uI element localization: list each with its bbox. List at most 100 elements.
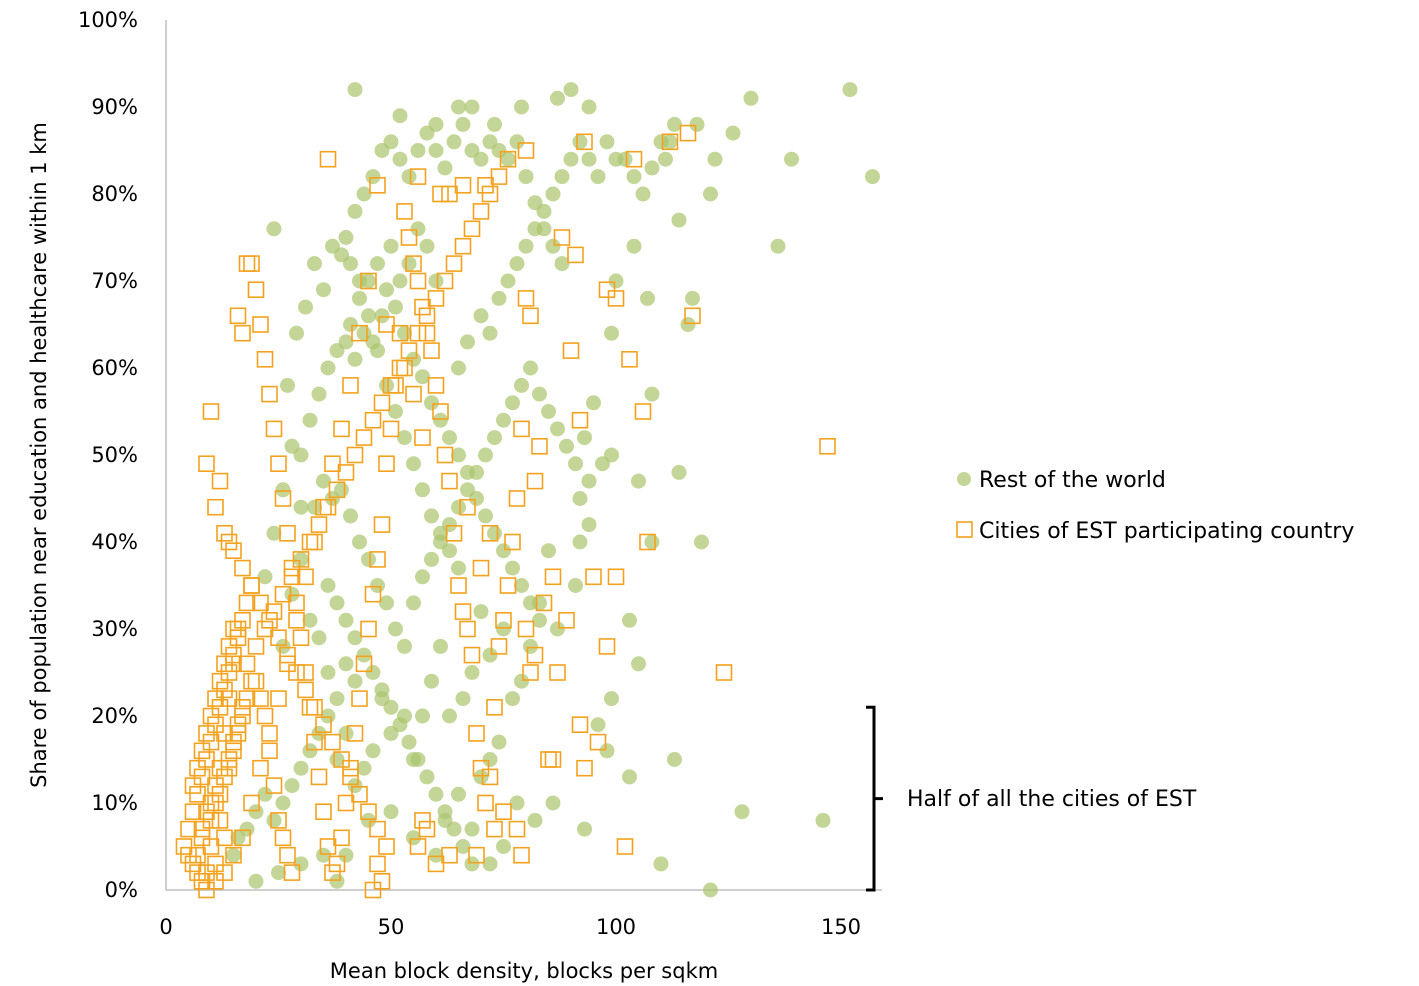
data-point-rest-of-world xyxy=(514,673,529,689)
data-point-rest-of-world xyxy=(554,256,570,272)
data-point-est-city xyxy=(382,420,400,438)
legend-marker-rest-of-world xyxy=(957,472,971,486)
data-point-est-city xyxy=(378,455,395,473)
data-point-est-city xyxy=(436,272,454,290)
legend-marker-est-cities xyxy=(956,521,973,538)
data-point-est-city xyxy=(576,133,593,151)
data-point-est-city xyxy=(220,759,238,777)
data-point-est-city xyxy=(414,812,431,829)
data-point-rest-of-world xyxy=(365,743,381,759)
data-point-est-city xyxy=(229,307,247,325)
data-point-est-city xyxy=(517,142,535,159)
data-point-est-city xyxy=(481,768,499,786)
data-point-est-city xyxy=(198,803,215,821)
data-point-rest-of-world xyxy=(293,856,309,872)
data-point-est-city xyxy=(364,411,382,429)
data-point-rest-of-world xyxy=(577,821,592,837)
data-point-rest-of-world xyxy=(631,656,646,672)
data-point-rest-of-world xyxy=(581,151,597,167)
data-point-est-city xyxy=(225,620,242,638)
data-point-est-city xyxy=(207,498,224,516)
bracket xyxy=(866,705,883,892)
data-point-rest-of-world xyxy=(604,325,619,341)
y-tick-label: 100% xyxy=(78,8,138,32)
data-point-rest-of-world xyxy=(343,508,358,524)
data-point-rest-of-world xyxy=(563,82,579,98)
data-point-est-city xyxy=(319,498,337,516)
data-point-rest-of-world xyxy=(667,752,682,767)
data-point-rest-of-world xyxy=(338,847,354,863)
data-point-est-city xyxy=(247,672,265,690)
data-point-est-city xyxy=(193,820,211,838)
data-point-rest-of-world xyxy=(455,691,471,707)
data-point-est-city xyxy=(562,342,580,359)
data-point-rest-of-world xyxy=(550,621,565,637)
data-point-rest-of-world xyxy=(410,143,426,158)
data-point-est-city xyxy=(477,177,494,194)
data-point-est-city xyxy=(454,177,472,194)
data-point-est-city xyxy=(369,820,386,838)
data-point-rest-of-world xyxy=(374,682,390,698)
data-point-rest-of-world xyxy=(406,595,421,611)
data-point-rest-of-world xyxy=(419,125,435,141)
data-point-est-city xyxy=(373,394,391,412)
data-point-rest-of-world xyxy=(311,386,327,402)
data-point-rest-of-world xyxy=(424,508,439,524)
data-point-rest-of-world xyxy=(482,856,498,872)
data-point-est-city xyxy=(459,498,476,516)
data-point-est-city xyxy=(418,820,436,838)
legend-label-rest-of-world: Rest of the world xyxy=(979,468,1166,493)
data-point-rest-of-world xyxy=(725,125,741,141)
data-point-est-city xyxy=(468,846,485,864)
data-point-rest-of-world xyxy=(500,273,516,289)
data-point-rest-of-world xyxy=(388,299,403,315)
data-point-rest-of-world xyxy=(581,473,597,489)
data-point-est-city xyxy=(243,255,260,272)
data-point-est-city xyxy=(396,203,413,220)
data-point-rest-of-world xyxy=(433,412,448,428)
data-point-est-city xyxy=(328,481,346,499)
data-point-rest-of-world xyxy=(361,812,376,828)
data-point-est-city xyxy=(207,794,224,812)
data-point-est-city xyxy=(180,820,197,838)
data-point-est-city xyxy=(198,455,215,473)
data-point-est-city xyxy=(288,664,305,681)
data-point-rest-of-world xyxy=(383,134,399,150)
data-point-rest-of-world xyxy=(703,882,718,898)
data-point-est-city xyxy=(234,559,251,577)
data-point-rest-of-world xyxy=(370,256,385,272)
data-point-rest-of-world xyxy=(460,464,475,480)
data-point-est-city xyxy=(216,681,233,699)
data-point-rest-of-world xyxy=(343,256,358,272)
data-point-rest-of-world xyxy=(464,821,480,837)
data-point-est-city xyxy=(211,812,229,829)
data-point-est-city xyxy=(270,690,287,707)
data-point-rest-of-world xyxy=(428,786,444,802)
data-point-rest-of-world xyxy=(329,691,345,707)
data-point-est-city xyxy=(247,281,265,299)
data-point-rest-of-world xyxy=(644,534,660,550)
data-point-est-city xyxy=(292,629,310,647)
data-point-est-city xyxy=(225,655,242,673)
data-point-rest-of-world xyxy=(590,169,606,185)
data-point-rest-of-world xyxy=(496,543,511,559)
data-point-rest-of-world xyxy=(451,447,466,463)
data-point-est-city xyxy=(373,872,391,890)
data-point-est-city xyxy=(220,690,238,707)
data-point-rest-of-world xyxy=(365,169,381,185)
data-point-rest-of-world xyxy=(505,395,520,411)
data-point-est-city xyxy=(571,411,589,429)
data-point-est-city xyxy=(319,150,337,168)
data-point-rest-of-world xyxy=(370,578,385,593)
data-point-est-city xyxy=(198,751,215,768)
data-point-est-city xyxy=(279,655,296,673)
data-point-rest-of-world xyxy=(451,560,466,576)
data-point-est-city xyxy=(207,872,224,890)
data-point-rest-of-world xyxy=(491,290,507,306)
data-point-rest-of-world xyxy=(320,665,336,680)
data-point-rest-of-world xyxy=(302,612,318,628)
data-point-rest-of-world xyxy=(640,290,655,306)
data-point-rest-of-world xyxy=(338,725,354,741)
data-point-est-city xyxy=(324,733,341,751)
data-point-est-city xyxy=(369,855,386,873)
